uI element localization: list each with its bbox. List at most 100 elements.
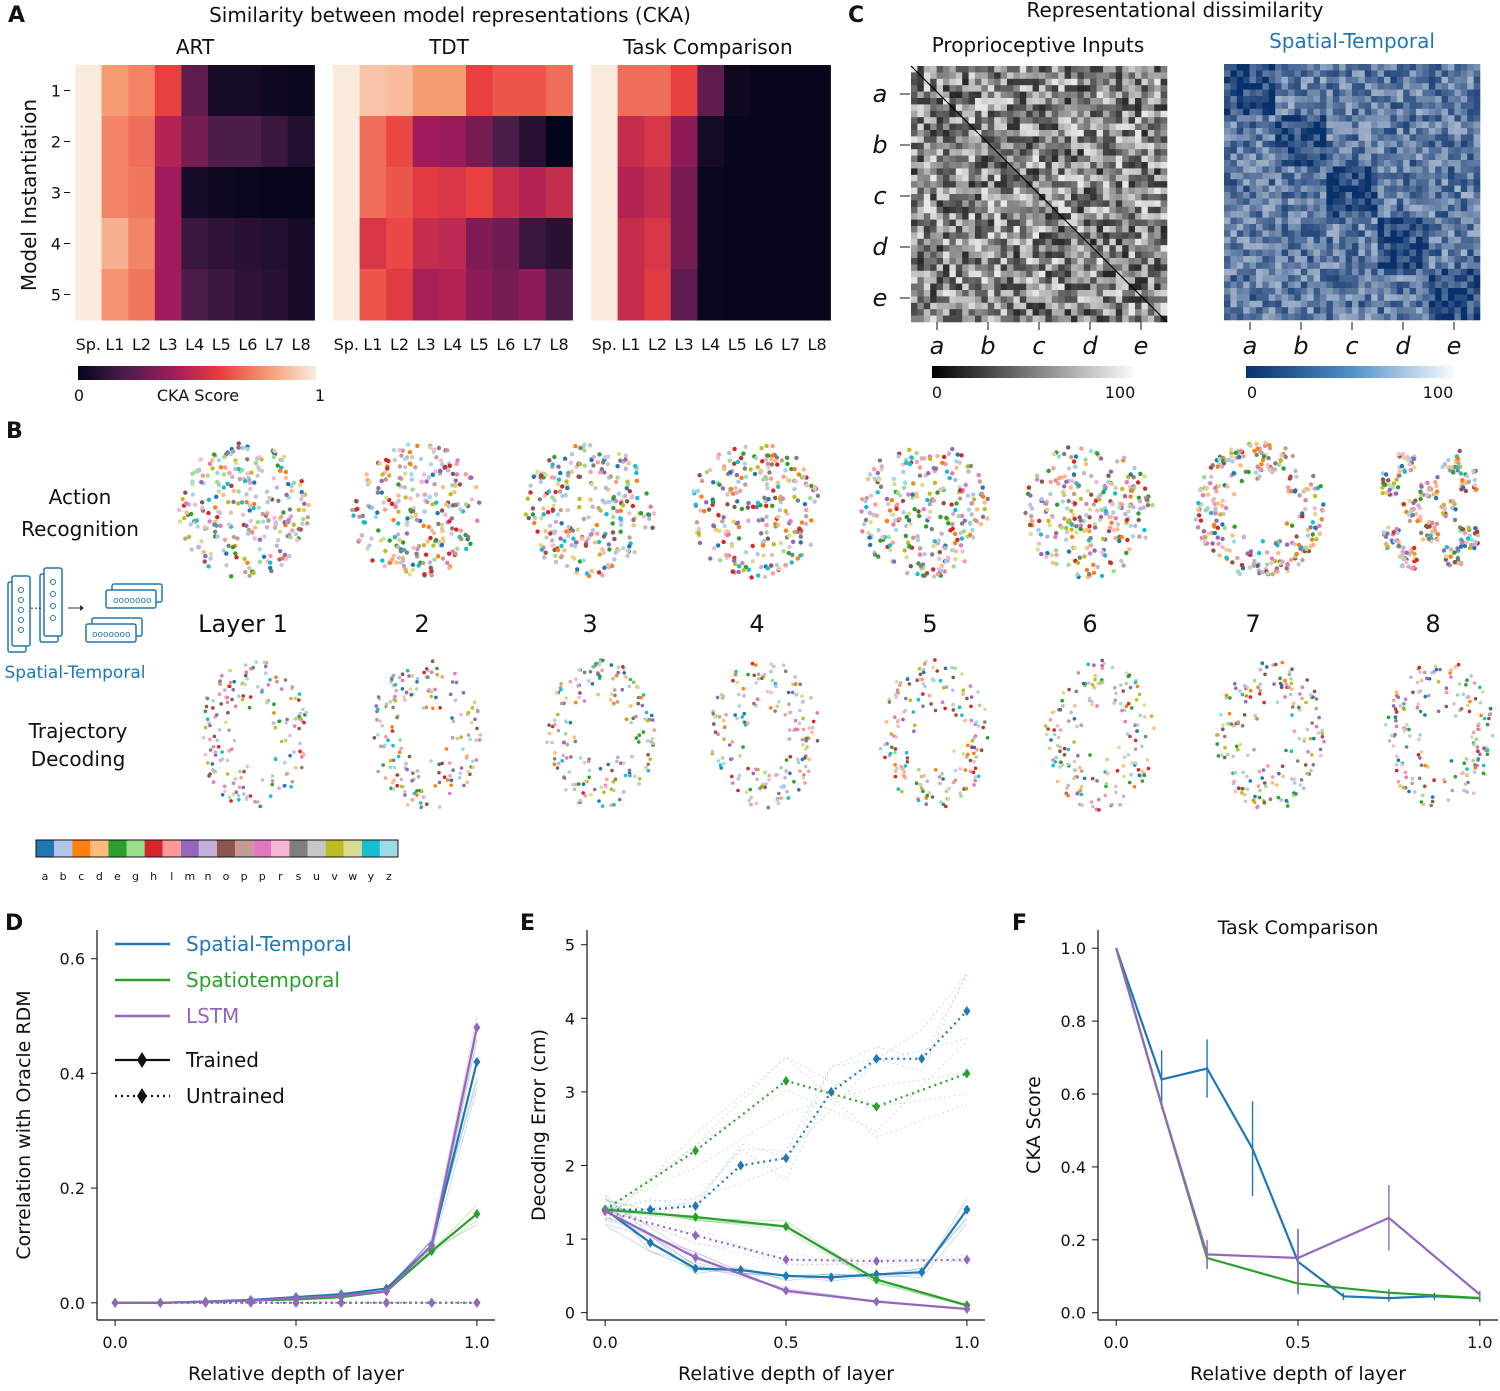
rdm-cell (1109, 110, 1117, 118)
rdm-cell (1332, 96, 1340, 103)
rdm-cell (1307, 275, 1314, 282)
tsne-point (204, 704, 209, 709)
rdm-cell (1045, 258, 1053, 265)
rdm-cell (975, 283, 982, 291)
rdm-cell (1390, 83, 1398, 90)
rdm-cell (1249, 300, 1257, 308)
heatmap-1-cell (519, 269, 547, 321)
rdm-cell (1409, 134, 1417, 142)
rdm-cell (994, 194, 1001, 201)
rdm-cell (917, 296, 925, 304)
rdm-cell (1115, 85, 1123, 92)
rdm-cell (1422, 262, 1430, 270)
rdm-cell (1256, 115, 1263, 122)
rdm-cell (1236, 256, 1244, 263)
rdm-cell (1313, 268, 1321, 276)
rdm-cell (987, 219, 995, 227)
rdm-cell (1141, 187, 1149, 195)
rdm-cell (1352, 121, 1359, 129)
heatmap-col-label: L8 (550, 335, 569, 354)
tsne-point (575, 527, 581, 532)
rdm-cell (1083, 309, 1091, 316)
tsne-point (603, 485, 609, 490)
tsne-point (579, 536, 585, 541)
tsne-point (210, 458, 215, 463)
rdm-cell (981, 85, 989, 92)
heatmap-0-cell (181, 65, 209, 117)
rdm-cell (962, 226, 969, 233)
tsne-point (539, 547, 544, 552)
tsne-point (393, 694, 397, 699)
rdm-cell (936, 302, 944, 310)
rdm-cell (1077, 91, 1085, 99)
tsne-point (776, 566, 782, 572)
rdm-cell (1058, 296, 1065, 304)
rdm-cell (1441, 128, 1449, 135)
rdm-cell (1422, 115, 1430, 122)
rdm-cell (1390, 262, 1398, 270)
heatmap-row-label: 3 (51, 184, 61, 203)
tsne-point (735, 520, 741, 525)
rdm-cell (1122, 315, 1129, 323)
tsne-point (587, 775, 591, 780)
rdm-cell (962, 309, 969, 316)
tsne-point (611, 505, 616, 511)
rdm-cell (1300, 224, 1308, 231)
tsne-point (649, 739, 653, 744)
rdm-cell (1448, 288, 1455, 295)
rdm-cell (1268, 160, 1276, 167)
tsne-point (711, 480, 716, 485)
rdm-cell (917, 251, 925, 259)
rdm-cell (1454, 300, 1462, 308)
rdm-cell (1051, 117, 1059, 124)
rdm-cell (1403, 128, 1410, 135)
rdm-cell (962, 155, 969, 163)
rdm-cell (936, 66, 944, 73)
tsne-point (241, 785, 246, 790)
tsne-point (631, 680, 636, 684)
rdm-cell (1332, 121, 1340, 129)
tsne-point (212, 770, 217, 774)
rdm-cell (1064, 168, 1072, 176)
rdm-cell (1320, 96, 1327, 103)
rdm-cell (1083, 258, 1091, 265)
tsne-point (790, 539, 796, 544)
tsne-point (798, 540, 803, 545)
heatmap-2-cell (724, 116, 752, 168)
tsne-point (577, 496, 582, 502)
rdm-cell (1128, 232, 1136, 240)
rdm-cell (968, 136, 976, 144)
rdm-cell (1115, 213, 1123, 220)
rdm-cell (1071, 238, 1078, 246)
tsne-point (260, 511, 265, 517)
tsne-point (550, 495, 555, 500)
rdm-cell (1019, 245, 1027, 252)
rdm-cell (1032, 264, 1040, 272)
rdm-cell (1147, 130, 1155, 137)
rdm-cell (930, 181, 937, 188)
rdm-cell (1364, 134, 1372, 142)
rdm-cell (987, 277, 995, 284)
rdm-cell (1422, 185, 1430, 193)
rdm-cell (987, 213, 995, 220)
rdm-cell (1358, 140, 1366, 148)
rdm-cell (1320, 204, 1327, 212)
heatmap-2-cell (697, 65, 725, 117)
rdm-cell (987, 168, 995, 176)
tsne-point (405, 516, 410, 521)
rdm-cell (1441, 76, 1449, 84)
tsne-point (206, 761, 210, 765)
rdm-cell (1243, 166, 1250, 174)
rdm-cell (1448, 89, 1455, 97)
rdm-cell (1275, 204, 1282, 212)
rdm-cell (943, 155, 950, 163)
rdm-cell (1077, 117, 1085, 124)
rdm-cell (1403, 64, 1410, 71)
rdm-cell (1103, 238, 1110, 246)
tsne-point (627, 544, 632, 549)
rdm-cell (975, 142, 982, 150)
panel-a-label: A (8, 3, 25, 28)
rdm-cell (968, 155, 976, 163)
rdm-cell (1352, 166, 1359, 174)
rdm-cell (994, 142, 1001, 150)
